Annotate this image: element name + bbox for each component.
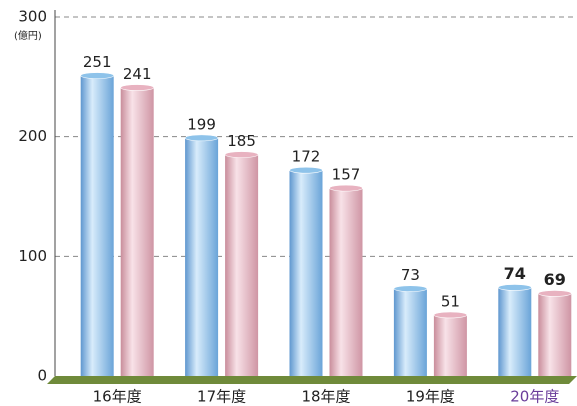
x-tick-label: 16年度 (93, 388, 142, 406)
bar-cap (329, 184, 363, 192)
y-tick-label: 300 (18, 8, 47, 26)
bar (120, 87, 154, 376)
x-tick-label: 17年度 (197, 388, 246, 406)
bar (329, 188, 363, 376)
bar-cap (393, 285, 428, 292)
bar (80, 75, 114, 377)
data-label: 51 (441, 292, 460, 310)
bar (538, 293, 572, 376)
bar-cap (289, 166, 323, 174)
bar (289, 170, 323, 376)
bar-cap (184, 134, 219, 142)
data-label: 73 (401, 266, 420, 284)
bar (225, 154, 259, 376)
data-label: 74 (504, 264, 526, 283)
data-label: 241 (123, 65, 152, 83)
bar-cap (120, 84, 154, 91)
y-tick-label: 200 (18, 127, 47, 145)
bar (185, 137, 219, 376)
floor (47, 376, 577, 384)
data-label: 185 (227, 132, 256, 150)
x-tick-label: 20年度 (510, 388, 559, 406)
bar-cap (224, 151, 259, 158)
bar-cap (537, 290, 572, 297)
data-label: 69 (544, 270, 566, 289)
data-label: 199 (187, 115, 216, 133)
x-tick-label: 18年度 (301, 388, 350, 406)
bar-cap (80, 72, 114, 79)
x-tick-label: 19年度 (406, 388, 455, 406)
bar (393, 288, 427, 376)
y-tick-label: 0 (37, 367, 47, 385)
unit-label: (億円) (14, 29, 42, 42)
data-label: 172 (292, 148, 321, 166)
bar-cap (497, 284, 532, 291)
data-label: 251 (83, 53, 112, 71)
bar (433, 314, 467, 376)
data-label: 157 (332, 166, 361, 184)
y-tick-label: 100 (18, 247, 47, 265)
bar-cap (433, 311, 468, 319)
bar (498, 287, 532, 376)
